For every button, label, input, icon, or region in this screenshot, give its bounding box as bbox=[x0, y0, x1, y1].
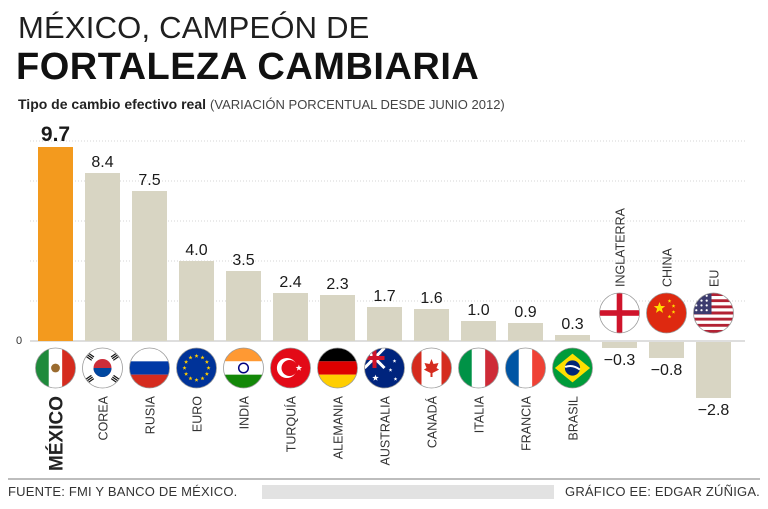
category-label: RUSIA bbox=[144, 395, 158, 434]
korea-flag-icon bbox=[82, 347, 123, 389]
source-note: FUENTE: FMI Y BANCO DE MÉXICO. bbox=[8, 484, 238, 499]
bar-china bbox=[649, 342, 684, 358]
bar-eu bbox=[696, 342, 731, 398]
bar-inglaterra bbox=[602, 342, 637, 348]
value-label: 8.4 bbox=[91, 154, 113, 171]
value-labels: 9.7 8.4 7.5 4.0 3.5 2.4 2.3 1.7 1.6 1.0 0.9 0.3 −0.3… bbox=[41, 123, 729, 419]
category-labels: MÉXICO COREA RUSIA EURO INDIA TURQUÍA ALEMANIA… bbox=[46, 207, 722, 471]
bar-canada bbox=[414, 309, 449, 341]
flags bbox=[35, 292, 734, 389]
bar-chart: 0 9.7 8.4 7.5 4.0 3.5 2.4 2.3 1.7 1.6 1.0 0.9 0.3 −0.… bbox=[16, 123, 745, 471]
canada-flag-icon bbox=[411, 347, 452, 389]
footer: FUENTE: FMI Y BANCO DE MÉXICO. GRÁFICO E… bbox=[0, 476, 768, 509]
category-label: BRASIL bbox=[567, 396, 581, 441]
value-label: 1.0 bbox=[467, 302, 489, 319]
bar-corea bbox=[85, 173, 120, 341]
category-label: EURO bbox=[191, 396, 205, 432]
turkey-flag-icon bbox=[270, 347, 311, 389]
category-label: EU bbox=[708, 270, 722, 287]
category-label: INGLATERRA bbox=[614, 207, 628, 287]
bar-turquia bbox=[273, 293, 308, 341]
value-label: −0.3 bbox=[604, 352, 636, 369]
value-label: 4.0 bbox=[185, 242, 207, 259]
russia-flag-icon bbox=[129, 347, 170, 389]
category-label: FRANCIA bbox=[520, 395, 534, 451]
chart-subtitle: Tipo de cambio efectivo real (VARIACIÓN P… bbox=[18, 96, 505, 112]
mexico-flag-icon bbox=[35, 347, 76, 389]
value-label: 3.5 bbox=[232, 252, 254, 269]
france-flag-icon bbox=[505, 347, 546, 389]
usa-flag-icon bbox=[693, 292, 734, 334]
value-label: 2.3 bbox=[326, 276, 348, 293]
china-flag-icon bbox=[646, 292, 687, 334]
value-label: 0.9 bbox=[514, 304, 536, 321]
chart-title: FORTALEZA CAMBIARIA bbox=[16, 46, 480, 88]
zero-tick-label: 0 bbox=[16, 335, 22, 347]
bar-alemania bbox=[320, 295, 355, 341]
value-label: 0.3 bbox=[561, 316, 583, 333]
bar-euro bbox=[179, 261, 214, 341]
bar-francia bbox=[508, 323, 543, 341]
india-flag-icon bbox=[223, 347, 264, 389]
value-label: 2.4 bbox=[279, 274, 301, 291]
subtitle-main: Tipo de cambio efectivo real bbox=[18, 96, 207, 112]
value-label: 9.7 bbox=[41, 123, 70, 146]
eu-flag-icon bbox=[176, 347, 217, 389]
bar-brasil bbox=[555, 335, 590, 341]
bar-india bbox=[226, 271, 261, 341]
gridlines bbox=[30, 140, 745, 302]
category-label: MÉXICO bbox=[46, 396, 68, 471]
chart-kicker: MÉXICO, CAMPEÓN DE bbox=[18, 10, 370, 45]
bar-italia bbox=[461, 321, 496, 341]
australia-flag-icon bbox=[364, 347, 405, 389]
value-label: −2.8 bbox=[698, 402, 730, 419]
bar-rusia bbox=[132, 191, 167, 341]
bar-mexico bbox=[38, 147, 73, 341]
brazil-flag-icon bbox=[552, 347, 593, 389]
value-label: 7.5 bbox=[138, 172, 160, 189]
category-label: ITALIA bbox=[473, 395, 487, 433]
category-label: CANADÁ bbox=[425, 395, 440, 448]
graphic-credit: GRÁFICO EE: EDGAR ZÚÑIGA. bbox=[565, 484, 760, 499]
category-label: CHINA bbox=[661, 247, 675, 287]
subtitle-note: (VARIACIÓN PORCENTUAL DESDE JUNIO 2012) bbox=[210, 97, 505, 112]
footer-spacer-bar bbox=[262, 485, 554, 499]
germany-flag-icon bbox=[317, 347, 358, 389]
england-flag-icon bbox=[599, 292, 640, 334]
value-label: 1.6 bbox=[420, 290, 442, 307]
bar-australia bbox=[367, 307, 402, 341]
category-label: ALEMANIA bbox=[332, 395, 346, 459]
value-label: 1.7 bbox=[373, 288, 395, 305]
footer-divider bbox=[8, 478, 760, 480]
bars bbox=[38, 147, 731, 398]
category-label: INDIA bbox=[238, 395, 252, 429]
italy-flag-icon bbox=[458, 347, 499, 389]
category-label: COREA bbox=[97, 395, 111, 440]
category-label: TURQUÍA bbox=[284, 395, 299, 452]
value-label: −0.8 bbox=[651, 362, 683, 379]
category-label: AUSTRALIA bbox=[379, 395, 393, 465]
